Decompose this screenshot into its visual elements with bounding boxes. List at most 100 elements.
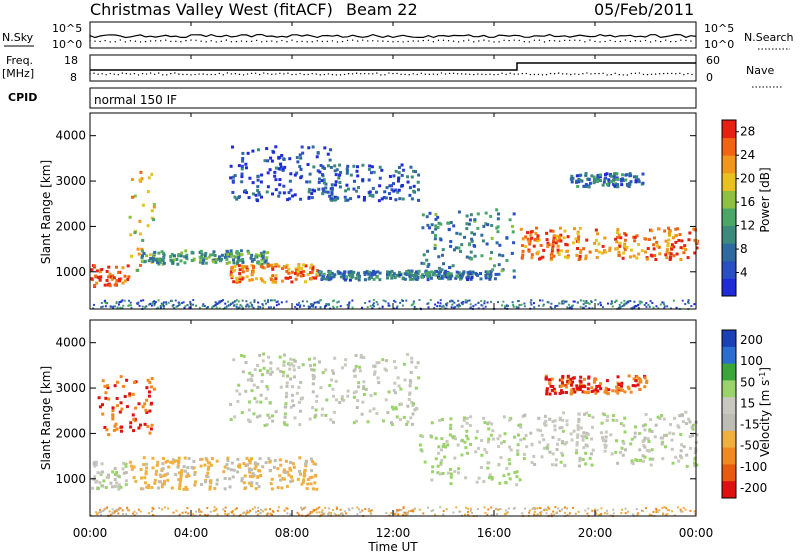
velocity-cell — [99, 508, 102, 511]
velocity-cell — [104, 391, 108, 395]
power-cell — [529, 301, 532, 304]
power-cell — [530, 299, 533, 302]
power-cell — [476, 226, 480, 230]
velocity-cell — [162, 481, 166, 485]
velocity-cell — [676, 506, 679, 509]
power-cell — [170, 259, 174, 263]
power-cell — [569, 177, 573, 181]
power-cell — [629, 248, 633, 252]
velocity-cell — [561, 440, 565, 444]
nsearch-point — [255, 39, 258, 42]
power-cell — [142, 299, 145, 302]
power-cell — [398, 197, 402, 201]
velocity-cell — [687, 417, 691, 421]
power-cell — [394, 198, 398, 202]
velocity-cell — [132, 429, 136, 433]
velocity-cell — [528, 511, 531, 514]
velocity-cell — [498, 508, 501, 511]
power-cell — [165, 303, 168, 306]
power-cell — [483, 302, 486, 305]
velocity-cell — [575, 441, 579, 445]
power-cell — [250, 278, 254, 282]
nave-point — [416, 73, 418, 76]
power-cell — [674, 233, 678, 237]
power-cell — [439, 302, 442, 305]
power-cell — [233, 264, 237, 268]
power-cell — [425, 258, 429, 262]
velocity-cell — [121, 509, 124, 512]
power-cell — [378, 307, 381, 310]
velocity-cell — [679, 433, 683, 437]
power-cell — [502, 300, 505, 303]
velocity-cell — [682, 506, 685, 509]
power-cell — [259, 195, 263, 199]
velocity-cell — [315, 394, 319, 398]
power-cell — [585, 238, 589, 242]
power-cell — [249, 256, 253, 260]
date-title: 05/Feb/2011 — [594, 0, 694, 19]
power-cell — [592, 178, 596, 182]
power-cell — [140, 299, 143, 302]
power-cell — [234, 255, 238, 259]
power-cell — [256, 174, 260, 178]
power-cell — [335, 168, 339, 172]
velocity-cell — [184, 511, 187, 514]
velocity-cell — [250, 457, 254, 461]
velocity-cell — [187, 474, 191, 478]
velocity-cell — [96, 512, 99, 515]
velocity-cell — [548, 381, 552, 385]
velocity-cell — [495, 507, 498, 510]
freq-series — [89, 62, 696, 76]
velocity-cell — [236, 470, 240, 474]
power-cell — [203, 256, 207, 260]
power-cell — [637, 179, 641, 183]
power-cell — [651, 301, 654, 304]
velocity-cell — [258, 414, 262, 418]
velocity-cell — [382, 419, 386, 423]
velocity-cell — [252, 383, 256, 387]
power-cell — [448, 266, 452, 270]
velocity-cell — [436, 471, 440, 475]
power-cell — [576, 237, 580, 241]
velocity-cell — [691, 427, 695, 431]
power-cell — [240, 164, 244, 168]
power-cell — [161, 304, 164, 307]
velocity-cell — [574, 512, 577, 515]
power-cell — [410, 274, 414, 278]
power-cell — [299, 197, 303, 201]
power-cell — [541, 255, 545, 259]
power-cell — [100, 302, 103, 305]
velocity-cell — [112, 511, 115, 514]
power-cell — [382, 299, 385, 302]
velocity-cell — [399, 387, 403, 391]
nave-point — [275, 73, 277, 75]
power-cell — [364, 301, 367, 304]
power-cell — [321, 173, 325, 177]
power-cell — [326, 190, 330, 194]
power-cell — [93, 264, 97, 268]
power-cell — [648, 305, 651, 308]
power-cell — [112, 305, 115, 308]
power-cell — [496, 301, 499, 304]
velocity-cell — [300, 482, 304, 486]
power-cell — [615, 240, 619, 244]
power-cell — [290, 280, 294, 284]
nsearch-point — [528, 41, 531, 43]
power-cell — [309, 303, 312, 306]
power-cell — [126, 264, 130, 268]
velocity-cell — [643, 455, 647, 459]
power-cell — [115, 279, 119, 283]
nave-point — [364, 72, 366, 75]
power-cell — [401, 299, 404, 302]
velocity-cell — [596, 389, 600, 393]
power-cell — [614, 301, 617, 304]
power-cell — [403, 272, 407, 276]
power-cell — [639, 302, 642, 305]
power-cell — [390, 188, 394, 192]
power-cell — [324, 182, 328, 186]
velocity-cell — [498, 481, 502, 485]
velocity-cell — [475, 480, 479, 484]
power-cell — [356, 271, 360, 275]
power-cell — [314, 276, 318, 280]
power-cell — [570, 174, 574, 178]
